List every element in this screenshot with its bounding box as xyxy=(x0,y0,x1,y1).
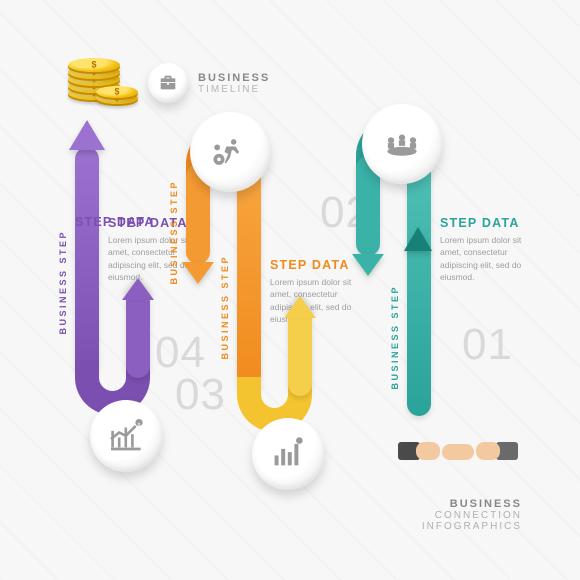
number-03: 03 xyxy=(175,370,226,420)
circle-growth: $ xyxy=(90,400,162,472)
arrowhead-up-purple xyxy=(69,120,105,150)
growth-chart-icon: $ xyxy=(106,416,146,456)
step01-title: STEP DATA xyxy=(440,216,520,230)
footer-line3: INFOGRAPHICS xyxy=(422,521,522,532)
footer-line2: CONNECTION xyxy=(422,510,522,521)
briefcase-icon xyxy=(157,72,179,94)
arrowhead-down-yellow xyxy=(284,296,316,318)
header-text: BUSINESS TIMELINE xyxy=(198,72,270,95)
column-up-purple xyxy=(75,147,99,377)
arrowhead-up-teal-inner xyxy=(404,227,432,251)
header-line2: TIMELINE xyxy=(198,84,270,95)
footer-line1: BUSINESS xyxy=(422,498,522,510)
infographic-stage: BUSINESS TIMELINE BUSINESS STEP 04 STEP … xyxy=(0,0,580,580)
svg-text:$: $ xyxy=(138,422,141,428)
number-01: 01 xyxy=(462,320,513,370)
vertical-label-teal: BUSINESS STEP xyxy=(390,285,400,390)
vertical-label-orange: BUSINESS STEP xyxy=(220,255,230,360)
arrowhead-down-orange xyxy=(182,262,214,284)
step03-title: STEP DATA xyxy=(270,258,350,272)
header-line1: BUSINESS xyxy=(198,72,270,84)
circle-gears xyxy=(190,112,270,192)
arrowhead-down-teal xyxy=(352,254,384,276)
column-down-yellow xyxy=(288,308,312,396)
header-circle xyxy=(148,63,188,103)
step01-body: Lorem ipsum dolor sit amet, consectetur … xyxy=(440,234,525,283)
coin-stack-icon xyxy=(58,42,138,112)
circle-meeting xyxy=(362,104,442,184)
column-up-orange xyxy=(237,164,261,394)
vertical-label-orange-left: BUSINESS STEP xyxy=(169,180,179,285)
footer-block: BUSINESS CONNECTION INFOGRAPHICS xyxy=(422,498,522,532)
header-block: BUSINESS TIMELINE xyxy=(148,63,270,103)
step04-body: Lorem ipsum dolor sit amet, consectetur … xyxy=(108,234,193,283)
gears-run-icon xyxy=(208,130,252,174)
column-up-teal xyxy=(407,156,431,416)
column-down-purple xyxy=(126,290,150,378)
vertical-label-purple: BUSINESS STEP xyxy=(58,230,68,335)
handshake-icon xyxy=(398,438,518,488)
meeting-icon xyxy=(380,122,424,166)
bar-chart-icon xyxy=(268,434,308,474)
circle-bars xyxy=(252,418,324,490)
